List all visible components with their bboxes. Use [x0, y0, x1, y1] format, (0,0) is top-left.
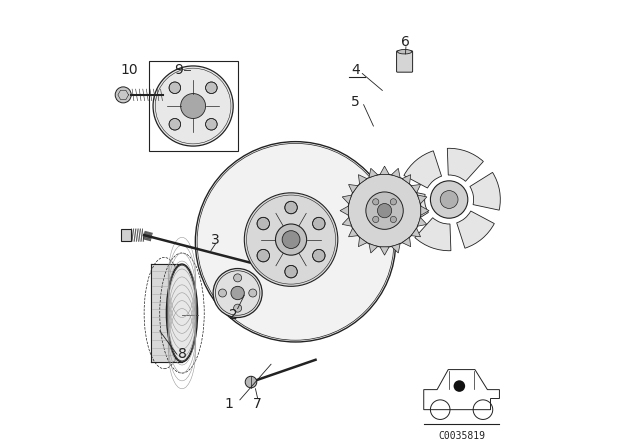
Polygon shape — [380, 247, 389, 255]
Polygon shape — [358, 237, 367, 247]
Circle shape — [431, 181, 468, 218]
Circle shape — [245, 376, 257, 388]
Wedge shape — [457, 211, 494, 248]
Ellipse shape — [166, 264, 198, 362]
Text: 4: 4 — [351, 64, 360, 78]
Text: 2: 2 — [229, 308, 237, 322]
Polygon shape — [369, 244, 378, 253]
Polygon shape — [411, 228, 420, 237]
Circle shape — [249, 289, 257, 297]
Circle shape — [372, 216, 379, 223]
Polygon shape — [392, 168, 400, 177]
Text: 9: 9 — [174, 64, 183, 78]
Circle shape — [213, 268, 262, 318]
Circle shape — [390, 216, 397, 223]
Text: 10: 10 — [120, 64, 138, 78]
Circle shape — [312, 217, 325, 230]
Wedge shape — [398, 189, 428, 227]
Circle shape — [180, 94, 205, 118]
Circle shape — [115, 87, 131, 103]
Circle shape — [285, 201, 298, 214]
Polygon shape — [349, 228, 358, 237]
Polygon shape — [380, 166, 389, 174]
Text: 6: 6 — [401, 35, 410, 49]
Circle shape — [440, 190, 458, 208]
Polygon shape — [402, 237, 411, 247]
Circle shape — [195, 142, 396, 342]
Circle shape — [244, 193, 338, 286]
Polygon shape — [417, 217, 427, 226]
Text: C0035819: C0035819 — [438, 431, 485, 440]
Circle shape — [312, 250, 325, 262]
Polygon shape — [358, 175, 367, 184]
Circle shape — [366, 192, 403, 229]
Circle shape — [348, 174, 421, 247]
Wedge shape — [415, 218, 451, 251]
FancyBboxPatch shape — [121, 229, 131, 241]
Circle shape — [257, 250, 269, 262]
Polygon shape — [340, 206, 348, 215]
Polygon shape — [417, 195, 427, 204]
Polygon shape — [342, 195, 351, 204]
Circle shape — [218, 289, 227, 297]
Circle shape — [205, 82, 217, 94]
Text: 7: 7 — [253, 397, 262, 411]
Circle shape — [454, 380, 465, 392]
Circle shape — [372, 199, 379, 205]
Text: 5: 5 — [351, 95, 360, 108]
Polygon shape — [369, 168, 378, 177]
Circle shape — [378, 203, 392, 218]
Wedge shape — [447, 148, 483, 181]
Polygon shape — [402, 175, 411, 184]
Circle shape — [282, 231, 300, 249]
FancyBboxPatch shape — [397, 51, 413, 72]
Wedge shape — [404, 151, 442, 188]
Polygon shape — [420, 206, 429, 215]
Polygon shape — [411, 185, 420, 193]
Text: 3: 3 — [211, 233, 220, 246]
Circle shape — [205, 118, 217, 130]
Circle shape — [275, 224, 307, 255]
Polygon shape — [349, 185, 358, 193]
Ellipse shape — [397, 49, 412, 54]
Wedge shape — [470, 172, 500, 210]
Text: 8: 8 — [179, 347, 188, 361]
Circle shape — [169, 82, 180, 94]
Circle shape — [257, 217, 269, 230]
Text: 1: 1 — [224, 397, 233, 411]
Polygon shape — [392, 244, 400, 253]
Circle shape — [234, 304, 242, 312]
Polygon shape — [342, 217, 351, 226]
Circle shape — [231, 286, 244, 300]
Circle shape — [169, 118, 180, 130]
Circle shape — [285, 265, 298, 278]
Circle shape — [153, 66, 233, 146]
Circle shape — [390, 199, 397, 205]
Circle shape — [234, 274, 242, 282]
